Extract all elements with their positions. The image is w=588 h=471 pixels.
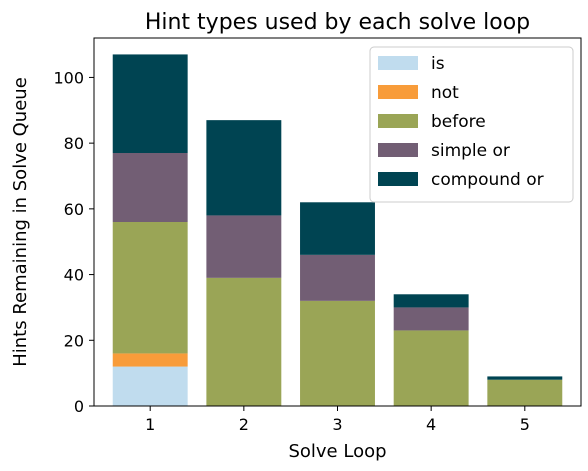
bar-not-loop-1 (112, 353, 188, 367)
y-tick-label: 40 (64, 266, 84, 285)
x-axis-ticks: 1 2 3 4 5 (145, 406, 530, 434)
bar-compound-or-loop-4 (393, 294, 469, 308)
legend-swatch-compound-or (378, 172, 418, 186)
y-tick-label: 80 (64, 134, 84, 153)
y-axis-ticks: 0 20 40 60 80 100 (53, 68, 94, 416)
legend-label-is: is (431, 54, 445, 74)
legend-label-compound-or: compound or (431, 170, 544, 190)
bar-before-loop-1 (112, 222, 188, 354)
legend-swatch-before (378, 114, 418, 128)
x-tick-label: 2 (239, 415, 249, 434)
bar-compound-or-loop-2 (206, 120, 282, 216)
x-tick-label: 3 (332, 415, 342, 434)
legend-swatch-is (378, 56, 418, 70)
x-tick-label: 1 (145, 415, 155, 434)
x-tick-label: 4 (426, 415, 436, 434)
y-tick-label: 60 (64, 200, 84, 219)
legend-box (369, 46, 574, 203)
bar-compound-or-loop-5 (487, 376, 563, 380)
y-tick-label: 20 (64, 331, 84, 350)
legend-swatch-not (378, 85, 418, 99)
legend-swatch-simple-or (378, 143, 418, 157)
bar-simple-or-loop-3 (300, 254, 375, 301)
bar-compound-or-loop-1 (112, 54, 188, 153)
bar-simple-or-loop-4 (393, 307, 469, 331)
y-axis-label: Hints Remaining in Solve Queue (10, 77, 31, 367)
bar-compound-or-loop-3 (300, 202, 375, 255)
x-axis-label: Solve Loop (288, 441, 386, 462)
bar-is-loop-1 (112, 366, 188, 406)
bar-before-loop-2 (206, 277, 282, 406)
bar-before-loop-3 (300, 300, 375, 406)
bars-group (112, 54, 563, 406)
bar-before-loop-4 (393, 330, 469, 406)
legend-label-before: before (431, 112, 486, 132)
bar-simple-or-loop-1 (112, 153, 188, 222)
legend-label-not: not (431, 83, 459, 103)
legend: is not before simple or compound or (369, 46, 574, 203)
y-tick-label: 0 (74, 397, 84, 416)
legend-label-simple-or: simple or (431, 141, 510, 161)
bar-before-loop-5 (487, 379, 563, 406)
bar-simple-or-loop-2 (206, 215, 282, 278)
x-tick-label: 5 (520, 415, 530, 434)
y-tick-label: 100 (53, 68, 84, 87)
chart-title: Hint types used by each solve loop (145, 10, 530, 35)
